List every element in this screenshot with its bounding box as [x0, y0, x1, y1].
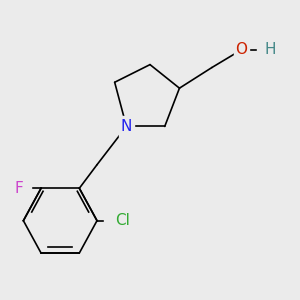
Bar — [234, 40, 249, 60]
Bar — [16, 178, 31, 199]
Text: O: O — [235, 42, 247, 57]
Bar — [104, 210, 125, 231]
Text: F: F — [15, 181, 23, 196]
Bar — [257, 40, 272, 60]
Bar — [119, 116, 134, 137]
Text: N: N — [121, 119, 132, 134]
Text: Cl: Cl — [115, 213, 130, 228]
Text: H: H — [265, 42, 276, 57]
